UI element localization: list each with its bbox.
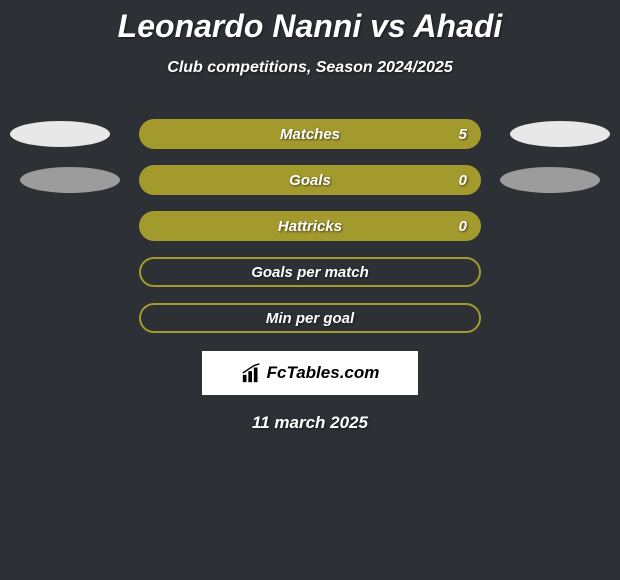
stat-bar: Min per goal — [139, 303, 481, 333]
stats-section: Matches 5 Goals 0 Hattricks 0 Goals per … — [0, 119, 620, 333]
stat-value: 0 — [459, 172, 467, 189]
stat-bar: Goals 0 — [139, 165, 481, 195]
right-oval — [510, 121, 610, 147]
stat-row-goals: Goals 0 — [0, 165, 620, 195]
stat-row-matches: Matches 5 — [0, 119, 620, 149]
stat-value: 5 — [459, 126, 467, 143]
stat-row-goals-per-match: Goals per match — [0, 257, 620, 287]
left-oval — [20, 167, 120, 193]
stat-label: Goals per match — [251, 264, 369, 281]
subtitle: Club competitions, Season 2024/2025 — [0, 59, 620, 77]
right-oval — [500, 167, 600, 193]
stat-label: Goals — [289, 172, 331, 189]
comparison-infographic: Leonardo Nanni vs Ahadi Club competition… — [0, 0, 620, 580]
left-oval — [10, 121, 110, 147]
stat-value: 0 — [459, 218, 467, 235]
stat-row-min-per-goal: Min per goal — [0, 303, 620, 333]
stat-bar: Goals per match — [139, 257, 481, 287]
logo-text: FcTables.com — [267, 363, 380, 383]
page-title: Leonardo Nanni vs Ahadi — [0, 0, 620, 45]
logo: FcTables.com — [241, 362, 380, 384]
bar-chart-icon — [241, 362, 263, 384]
stat-label: Min per goal — [266, 310, 354, 327]
stat-bar: Hattricks 0 — [139, 211, 481, 241]
stat-label: Hattricks — [278, 218, 342, 235]
date-label: 11 march 2025 — [0, 413, 620, 433]
stat-label: Matches — [280, 126, 340, 143]
logo-box: FcTables.com — [202, 351, 418, 395]
stat-row-hattricks: Hattricks 0 — [0, 211, 620, 241]
stat-bar: Matches 5 — [139, 119, 481, 149]
